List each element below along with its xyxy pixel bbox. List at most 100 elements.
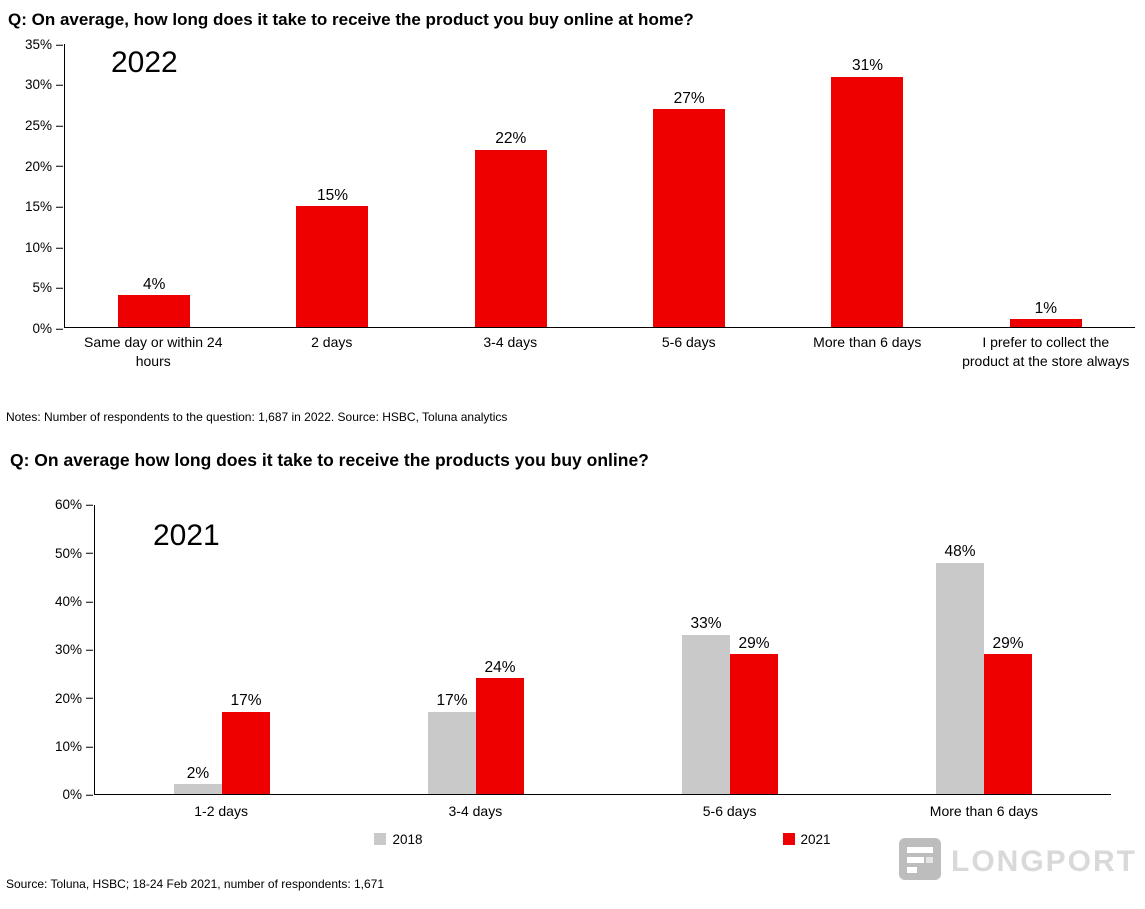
chart2-title: Q: On average how long does it take to r… — [10, 449, 649, 470]
bar-column: 15% — [296, 44, 369, 328]
bar — [428, 711, 476, 794]
bar — [936, 562, 984, 794]
bar-value-label: 2% — [186, 764, 210, 782]
bar — [296, 206, 369, 328]
bar — [831, 76, 904, 328]
bar-column: 31% — [831, 44, 904, 328]
bar — [476, 678, 524, 794]
bar-group: 4% — [65, 44, 243, 328]
x-axis-category-label: 3-4 days — [448, 802, 503, 819]
bar-value-label: 22% — [495, 130, 527, 148]
chart1-x-axis-labels: Same day or within 24 hours 2 days 3-4 day… — [64, 333, 1135, 369]
bar — [474, 149, 547, 328]
bar-value-label: 17% — [230, 692, 262, 710]
bar-column: 33% — [682, 505, 730, 794]
bar-column: 1% — [1009, 44, 1082, 328]
x-axis-category-label: 5-6 days — [702, 802, 757, 819]
x-axis-category-label: 3-4 days — [483, 334, 538, 351]
x-axis-category-label: I prefer to collect the product at the s… — [962, 334, 1130, 369]
y-axis-tick-label: 10% — [24, 239, 64, 255]
y-axis-tick-label: 20% — [54, 690, 94, 706]
chart2-source: Source: Toluna, HSBC; 18-24 Feb 2021, nu… — [6, 876, 385, 891]
bar — [1009, 319, 1082, 328]
bar-column: 29% — [730, 505, 778, 794]
watermark: LONGPORT — [899, 838, 1137, 885]
bar-column: 29% — [984, 505, 1032, 794]
bar-value-label: 4% — [142, 275, 166, 293]
bar-column: 2% — [174, 505, 222, 794]
bar-column: 27% — [653, 44, 726, 328]
bar-column: 48% — [936, 505, 984, 794]
bar-value-label: 15% — [316, 186, 348, 204]
bar-value-label: 17% — [436, 692, 468, 710]
y-axis-tick-label: 50% — [54, 545, 94, 561]
y-axis-tick-label: 5% — [32, 280, 63, 296]
bar-value-label: 29% — [992, 634, 1024, 652]
chart2-x-axis-labels: 1-2 days 3-4 days 5-6 days More than 6 days — [94, 802, 1111, 820]
x-axis-category-label: 5-6 days — [661, 334, 716, 351]
legend-swatch — [374, 833, 387, 846]
chart2-y-axis: 0% 10% 20% 30% 40% 50% 60% — [0, 498, 94, 801]
chart2-plot-region: 0% 10% 20% 30% 40% 50% 60% 2021 2% 17% 17% 24% 33%… — [0, 498, 1111, 801]
bar-group: 33% 29% — [603, 505, 857, 794]
bar — [984, 654, 1032, 794]
chart2-legend: 2018 2021 — [94, 832, 1111, 847]
y-axis-tick-label: 60% — [54, 497, 94, 513]
y-axis-tick-label: 30% — [24, 77, 64, 93]
watermark-text: LONGPORT — [951, 844, 1137, 878]
bar — [118, 295, 191, 328]
x-axis-category-label: 2 days — [311, 334, 353, 351]
bar-value-label: 1% — [1034, 299, 1057, 317]
y-axis-tick-label: 15% — [24, 198, 64, 214]
bar-group: 17% 24% — [349, 505, 603, 794]
y-axis-tick-label: 35% — [24, 36, 64, 52]
y-axis-tick-label: 0% — [62, 787, 93, 803]
bar-group: 1% — [957, 44, 1135, 328]
y-axis-tick-label: 0% — [32, 320, 63, 336]
x-axis-category-label: More than 6 days — [813, 334, 922, 351]
chart1-title: Q: On average, how long does it take to … — [8, 10, 694, 29]
bar-chart-2021: 0% 10% 20% 30% 40% 50% 60% 2021 2% 17% 17% 24% 33%… — [0, 498, 1145, 847]
legend-label: 2018 — [392, 831, 423, 847]
bar-value-label: 31% — [851, 57, 883, 75]
bar — [682, 634, 730, 794]
bar — [222, 711, 270, 794]
legend-label: 2021 — [800, 831, 831, 847]
y-axis-tick-label: 30% — [54, 642, 94, 658]
bar — [653, 109, 726, 328]
bar-value-label: 27% — [673, 89, 705, 107]
legend-swatch — [782, 833, 795, 846]
bar-column: 22% — [474, 44, 547, 328]
bar-group: 22% — [422, 44, 600, 328]
x-axis-category-label: More than 6 days — [929, 802, 1038, 819]
bar-group: 48% 29% — [857, 505, 1111, 794]
chart1-notes: Notes: Number of respondents to the ques… — [6, 409, 508, 424]
bar-column: 24% — [476, 505, 524, 794]
x-axis-category-label: Same day or within 24 hours — [83, 334, 223, 369]
bar-value-label: 48% — [944, 543, 976, 561]
bar — [174, 784, 222, 794]
y-axis-tick-label: 40% — [54, 593, 94, 609]
bar-group: 27% — [600, 44, 778, 328]
bar-value-label: 24% — [484, 658, 516, 676]
chart2-year-annotation: 2021 — [153, 518, 220, 552]
bar-group: 31% — [778, 44, 956, 328]
y-axis-tick-label: 10% — [54, 738, 94, 754]
bar-group: 15% — [243, 44, 421, 328]
bar-group: 2% 17% — [95, 505, 349, 794]
bar-value-label: 33% — [690, 615, 722, 633]
y-axis-tick-label: 20% — [24, 158, 64, 174]
bar-chart-2022: 0% 5% 10% 15% 20% 25% 30% 35% 2022 4% 15% 22% 27% 3… — [0, 38, 1145, 369]
chart1-year-annotation: 2022 — [111, 46, 178, 80]
legend-item: 2021 — [782, 831, 831, 847]
chart2-plot-area: 2021 2% 17% 17% 24% 33% 29% 48% 29% — [94, 504, 1111, 795]
y-axis-tick-label: 25% — [24, 117, 64, 133]
chart1-plot-area: 2022 4% 15% 22% 27% 31% 1% — [64, 44, 1135, 329]
bar — [730, 654, 778, 794]
chart1-plot-region: 0% 5% 10% 15% 20% 25% 30% 35% 2022 4% 15% 22% 27% 3… — [0, 38, 1135, 335]
bar-column: 17% — [428, 505, 476, 794]
x-axis-category-label: 1-2 days — [194, 802, 248, 819]
bar-column: 4% — [118, 44, 191, 328]
chart1-y-axis: 0% 5% 10% 15% 20% 25% 30% 35% — [0, 38, 64, 335]
